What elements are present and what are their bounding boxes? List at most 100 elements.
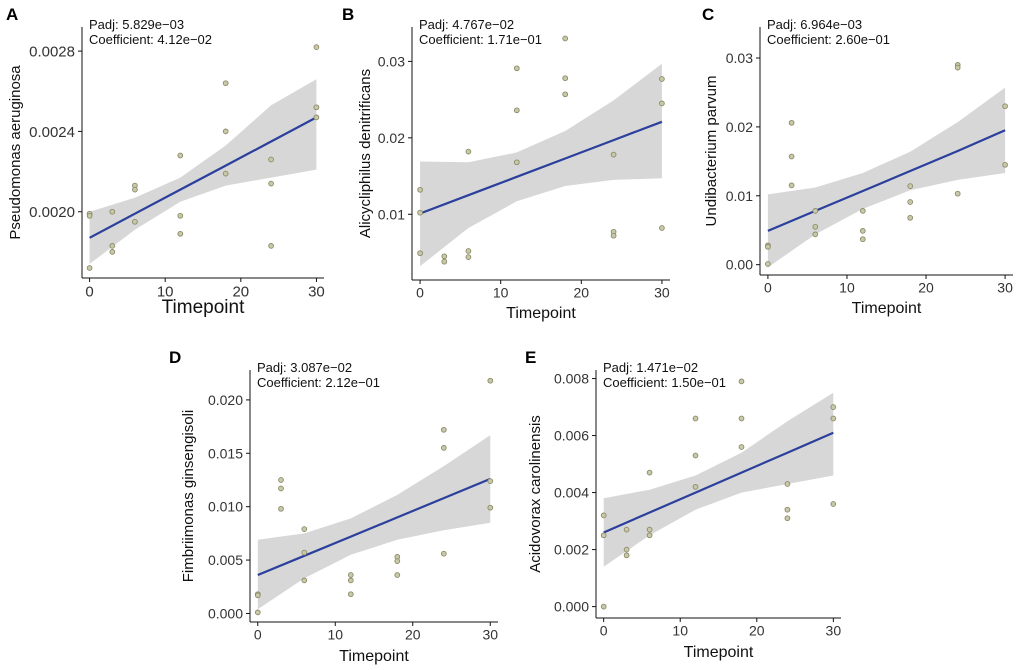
data-point (788, 153, 795, 160)
data-point (954, 190, 961, 197)
data-point (812, 223, 819, 230)
data-point (907, 199, 914, 205)
data-point (441, 258, 448, 265)
panel-letter: B (342, 5, 354, 24)
data-point (562, 75, 569, 82)
data-point (859, 236, 866, 243)
confidence-band (420, 63, 662, 267)
data-point (600, 512, 607, 519)
data-point (109, 208, 116, 215)
x-tick-label: 10 (839, 279, 855, 295)
padj-annotation: Padj: 5.829e−03 (89, 17, 184, 32)
data-point (812, 231, 819, 238)
x-tick-label: 30 (308, 283, 325, 300)
data-point (487, 377, 494, 384)
data-point (659, 225, 665, 231)
data-point (1002, 103, 1008, 110)
data-point (765, 261, 771, 267)
confidence-band (767, 87, 1006, 268)
padj-annotation: Padj: 1.471e−02 (603, 360, 698, 375)
data-point (610, 232, 617, 239)
panel-c: 0.00 0.01 0.02 0.03 0 10 20 30 Timepoint Undibact… (702, 5, 1013, 317)
data-point (487, 504, 494, 511)
x-tick-label: 20 (918, 279, 934, 295)
data-point (465, 254, 472, 260)
regression-line (419, 120, 663, 215)
y-tick-label: 0.01 (378, 206, 405, 222)
data-point (513, 107, 520, 114)
x-tick-label: 10 (157, 283, 174, 300)
data-point (692, 484, 699, 490)
data-point (301, 549, 308, 556)
data-point (830, 501, 837, 507)
data-point (441, 253, 448, 260)
data-point (788, 182, 795, 189)
y-tick-label: 0.006 (554, 428, 589, 444)
data-point (859, 208, 866, 214)
panel-letter: C (702, 5, 714, 24)
data-point (278, 477, 284, 483)
data-point (222, 80, 229, 87)
data-point (610, 151, 617, 158)
x-tick-label: 30 (997, 279, 1013, 295)
data-point (347, 577, 354, 584)
panel-letter: E (525, 348, 536, 367)
x-axis-title: Timepoint (339, 648, 409, 665)
padj-annotation: Padj: 6.964e−03 (767, 17, 862, 32)
y-tick-label: 0.0020 (29, 204, 75, 221)
panel-letter: D (169, 348, 181, 367)
data-point (132, 218, 138, 225)
y-tick-label: 0.000 (554, 599, 589, 615)
y-tick-label: 0.015 (208, 445, 243, 461)
y-axis-title: Fimbriimonas ginsengisoli (180, 410, 197, 583)
data-point (417, 209, 423, 216)
y-tick-label: 0.03 (378, 53, 405, 69)
data-point (222, 128, 229, 135)
data-point (646, 526, 653, 533)
coefficient-annotation: Coefficient: 1.71e−01 (419, 32, 542, 47)
data-point (659, 100, 665, 107)
x-tick-label: 20 (749, 622, 765, 638)
x-axis-title: Timepoint (162, 297, 245, 318)
data-point (623, 552, 630, 559)
data-point (313, 104, 320, 111)
y-tick-label: 0.00 (726, 257, 753, 273)
data-point (907, 183, 914, 189)
panel-b: 0.01 0.02 0.03 0 10 20 30 Timepoint Alicycliphil… (342, 5, 670, 322)
data-point (440, 426, 447, 433)
y-tick-label: 0.01 (726, 188, 753, 204)
x-tick-label: 10 (493, 284, 509, 300)
data-point (784, 506, 791, 513)
y-tick-label: 0.0024 (29, 124, 75, 141)
data-point (812, 208, 819, 214)
x-axis-title: Timepoint (506, 305, 576, 322)
x-tick-label: 0 (416, 284, 424, 300)
data-point (600, 603, 607, 610)
x-axis-title: Timepoint (684, 644, 754, 661)
data-point (646, 532, 653, 539)
y-axis-title: Acidovorax carolinensis (527, 415, 544, 573)
confidence-band (89, 79, 317, 264)
data-point (738, 444, 745, 450)
padj-annotation: Padj: 3.087e−02 (257, 360, 352, 375)
data-point (830, 415, 837, 422)
coefficient-annotation: Coefficient: 2.60e−01 (767, 32, 890, 47)
data-point (177, 152, 184, 159)
x-tick-label: 10 (327, 626, 343, 642)
data-point (440, 550, 447, 557)
data-point (646, 469, 653, 476)
data-point (177, 212, 184, 219)
y-tick-label: 0.004 (554, 485, 589, 501)
data-point (859, 228, 866, 234)
x-tick-label: 0 (764, 279, 772, 295)
coefficient-annotation: Coefficient: 2.12e−01 (257, 375, 380, 390)
panel-e: 0.000 0.002 0.004 0.006 0.008 0 10 20 30 Timepoin… (525, 348, 841, 661)
data-point (347, 591, 354, 598)
data-point (301, 577, 308, 584)
data-point (788, 119, 795, 126)
y-tick-label: 0.000 (208, 605, 243, 621)
regression-line (767, 129, 1006, 232)
data-point (562, 91, 569, 98)
data-point (513, 65, 520, 72)
